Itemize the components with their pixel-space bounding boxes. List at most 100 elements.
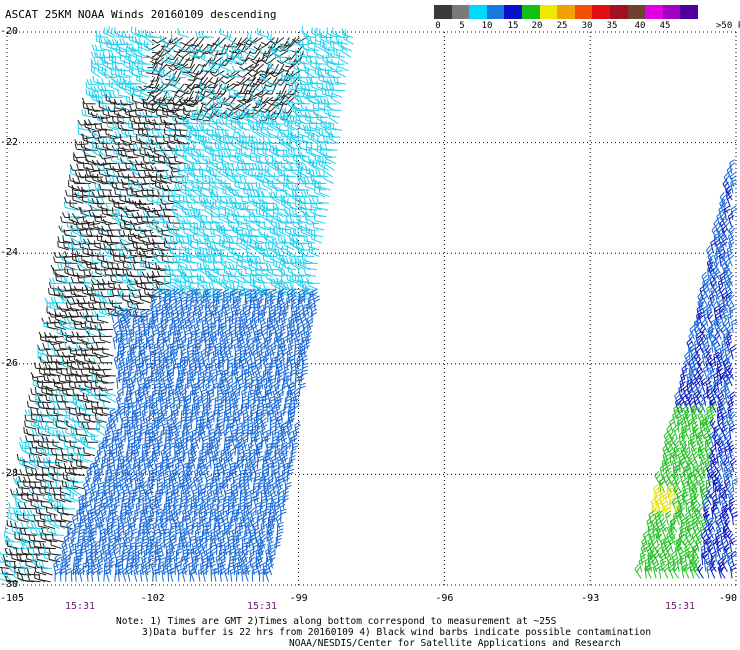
wind-barb [325,152,336,165]
wind-barb [61,503,76,510]
wind-barb [138,83,153,91]
wind-barb [283,173,295,184]
wind-barb [108,177,119,191]
wind-barb [136,74,148,85]
wind-barb [221,97,236,105]
wind-barb [343,33,354,45]
wind-barb [221,159,233,171]
wind-barb [77,177,91,184]
wind-barb [164,91,178,98]
wind-barb [89,172,104,179]
wind-barb [201,30,215,38]
wind-barb [164,278,175,291]
wind-barb [211,97,226,105]
wind-barb [102,136,116,145]
wind-barb [184,210,198,218]
wind-barb [76,163,90,171]
wind-barb [315,169,329,178]
wind-barb [168,37,183,45]
wind-barb [323,172,334,184]
wind-barb [82,161,95,171]
wind-barb [182,195,196,204]
wind-barb [236,167,248,178]
wind-barb [279,43,293,52]
legend-label: 10 [481,21,493,31]
wind-barb [83,424,95,437]
wind-barb [80,186,96,193]
wind-barb [322,54,335,65]
wind-barb [142,156,156,165]
wind-barb [155,57,170,66]
wind-barb [257,76,272,85]
wind-barb [658,477,666,493]
wind-barb [304,224,319,231]
wind-barb [145,43,161,51]
wind-barb [143,40,155,52]
wind-barb [132,143,146,151]
wind-barb [330,92,342,105]
wind-barb [229,282,243,291]
wind-barb [61,253,73,264]
wind-barb [311,27,323,38]
wind-barb [147,151,161,158]
wind-barb [131,179,146,186]
wind-barb [170,33,182,45]
wind-barb [100,214,113,224]
wind-barb [166,54,178,65]
wind-barb [138,200,151,211]
wind-barb [163,152,178,159]
wind-barb [196,94,209,105]
wind-barb [315,52,330,59]
wind-barb [181,67,193,78]
wind-barb [328,111,339,125]
wind-barb [217,112,232,119]
legend-swatch-4 [504,5,522,19]
wind-barb [683,563,691,579]
wind-barb [69,174,81,184]
wind-barb [218,43,231,55]
wind-barb [91,567,98,582]
wind-barb [183,100,198,106]
wind-barb [158,182,172,191]
wind-barb [172,72,187,79]
wind-barb [162,209,176,218]
wind-barb [137,67,150,78]
wind-barb [195,31,209,38]
wind-barb [226,103,241,112]
wind-barb [128,197,143,205]
wind-barb [305,145,317,158]
wind-barb [150,165,165,172]
wind-barb [222,186,234,198]
wind-barb [48,332,64,339]
wind-barb [112,212,123,224]
wind-barb [261,191,276,198]
wind-barb [72,152,87,159]
wind-barb [129,104,143,111]
wind-barb [189,414,197,430]
wind-barb [175,39,186,52]
wind-barb [174,90,189,98]
wind-barb [109,91,123,98]
wind-barb [329,122,342,131]
wind-barb [72,194,84,204]
wind-barb [262,147,274,158]
wind-barb [328,104,342,111]
longitude-label: -102 [140,593,165,604]
wind-barb [288,89,301,98]
wind-barb [173,123,188,131]
wind-barb [242,131,257,138]
legend-label: 20 [531,21,543,31]
wind-barb [147,103,161,114]
wind-barb [314,39,325,52]
wind-barb [182,144,193,158]
wind-barb [177,27,189,38]
wind-barb [731,511,739,526]
wind-barb [297,57,312,65]
wind-barb [92,191,107,198]
wind-barb [146,123,160,131]
wind-barb [288,147,300,158]
wind-barb [214,180,226,191]
wind-barb [111,115,125,125]
wind-barb [319,144,334,151]
wind-barb [257,147,269,158]
